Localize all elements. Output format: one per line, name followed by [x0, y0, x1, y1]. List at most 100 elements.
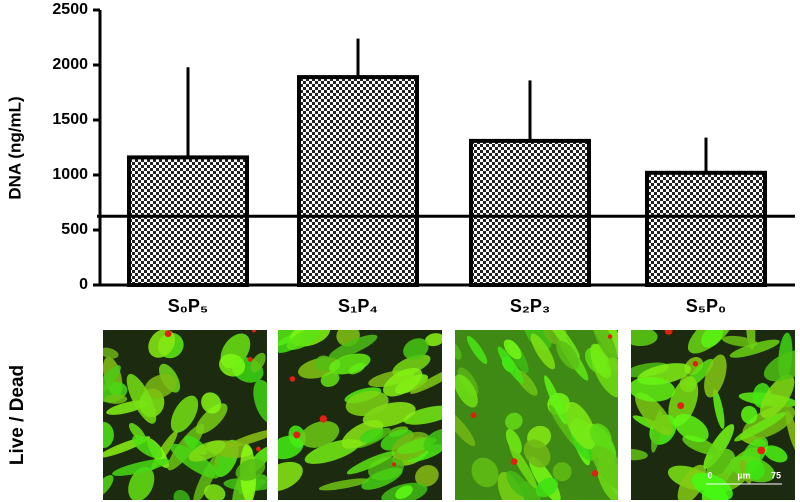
- cell: [674, 414, 709, 443]
- dead-cell: [677, 402, 685, 410]
- cell: [631, 448, 648, 461]
- cell: [415, 465, 439, 487]
- cell: [455, 410, 476, 447]
- cell: [395, 485, 413, 499]
- cell: [552, 462, 572, 482]
- y-tick-label: 2000: [52, 56, 88, 73]
- cell: [505, 428, 522, 454]
- cell: [126, 373, 157, 424]
- cell: [763, 349, 795, 382]
- x-tick-label: S₁P₄: [338, 296, 378, 316]
- dead-cell: [607, 334, 613, 339]
- cell: [132, 435, 163, 459]
- cell: [589, 423, 612, 449]
- y-axis-label: DNA (ng/mL): [5, 96, 24, 199]
- micrograph-content: [631, 330, 795, 500]
- dead-cell: [757, 446, 766, 455]
- cell: [103, 365, 121, 397]
- scale-bar-unit: µm: [737, 470, 750, 480]
- cell: [286, 330, 321, 350]
- bar: [645, 170, 767, 287]
- cell: [359, 428, 384, 444]
- bar: [127, 155, 249, 287]
- cell: [503, 339, 522, 360]
- cell: [173, 489, 191, 500]
- cell: [455, 341, 462, 360]
- cell: [278, 330, 311, 347]
- dead-cell: [319, 415, 328, 423]
- micrograph-content: [455, 330, 618, 500]
- cell: [112, 458, 170, 476]
- cell: [300, 420, 340, 448]
- micrograph: [103, 330, 267, 500]
- scale-bar-max: 75: [771, 470, 781, 480]
- cell: [383, 367, 423, 397]
- cell: [250, 352, 266, 373]
- cell: [278, 435, 304, 460]
- bar: [297, 75, 419, 287]
- scale-bar-min: 0: [707, 470, 712, 480]
- cell: [195, 403, 228, 435]
- cell: [668, 377, 699, 427]
- cell: [564, 401, 597, 450]
- cell: [523, 330, 552, 351]
- cell: [635, 392, 674, 436]
- cell: [497, 472, 525, 500]
- y-tick-label: 0: [79, 276, 88, 293]
- cell: [704, 354, 727, 398]
- cell: [403, 338, 429, 360]
- cell: [505, 412, 523, 430]
- cell: [320, 371, 340, 387]
- cell: [103, 475, 114, 499]
- micrograph: [455, 330, 618, 500]
- dead-cell: [247, 356, 253, 362]
- cell: [188, 440, 226, 462]
- cell: [235, 458, 266, 481]
- cell: [403, 405, 442, 425]
- cell: [631, 376, 676, 402]
- dead-cell: [510, 458, 518, 465]
- micrograph: [278, 330, 442, 500]
- dead-cell: [293, 431, 301, 439]
- cell: [318, 478, 370, 491]
- cell: [170, 395, 199, 433]
- cell: [328, 334, 378, 360]
- cell: [193, 452, 221, 500]
- y-tick-label: 1000: [52, 166, 88, 183]
- dead-cell: [289, 376, 296, 382]
- cell: [204, 484, 226, 500]
- cell: [544, 375, 567, 425]
- cell: [128, 466, 155, 500]
- dead-cell: [470, 412, 477, 419]
- cell: [703, 424, 735, 469]
- cell: [745, 459, 765, 480]
- cell: [691, 472, 733, 500]
- cell: [760, 374, 795, 419]
- cell: [729, 339, 780, 358]
- y-tick-label: 2500: [52, 1, 88, 18]
- cell: [591, 330, 618, 362]
- micrograph-content: [103, 330, 267, 500]
- cell: [631, 330, 658, 347]
- cell: [591, 445, 618, 494]
- cell: [314, 355, 333, 372]
- cell: [201, 392, 222, 414]
- dead-cell: [256, 446, 261, 452]
- cell: [410, 364, 442, 394]
- dead-cell: [664, 330, 673, 335]
- cell: [506, 470, 530, 498]
- cell: [523, 439, 551, 468]
- dead-cell: [591, 470, 599, 477]
- cell: [424, 333, 442, 347]
- cell: [471, 457, 499, 488]
- cell: [361, 467, 403, 490]
- cell: [345, 390, 389, 416]
- dead-cell: [164, 330, 172, 338]
- x-tick-label: S₀P₅: [168, 296, 208, 316]
- cell: [535, 477, 559, 498]
- cell: [423, 428, 442, 453]
- bar: [469, 138, 591, 287]
- y-tick-label: 1500: [52, 111, 88, 128]
- cell: [509, 443, 538, 489]
